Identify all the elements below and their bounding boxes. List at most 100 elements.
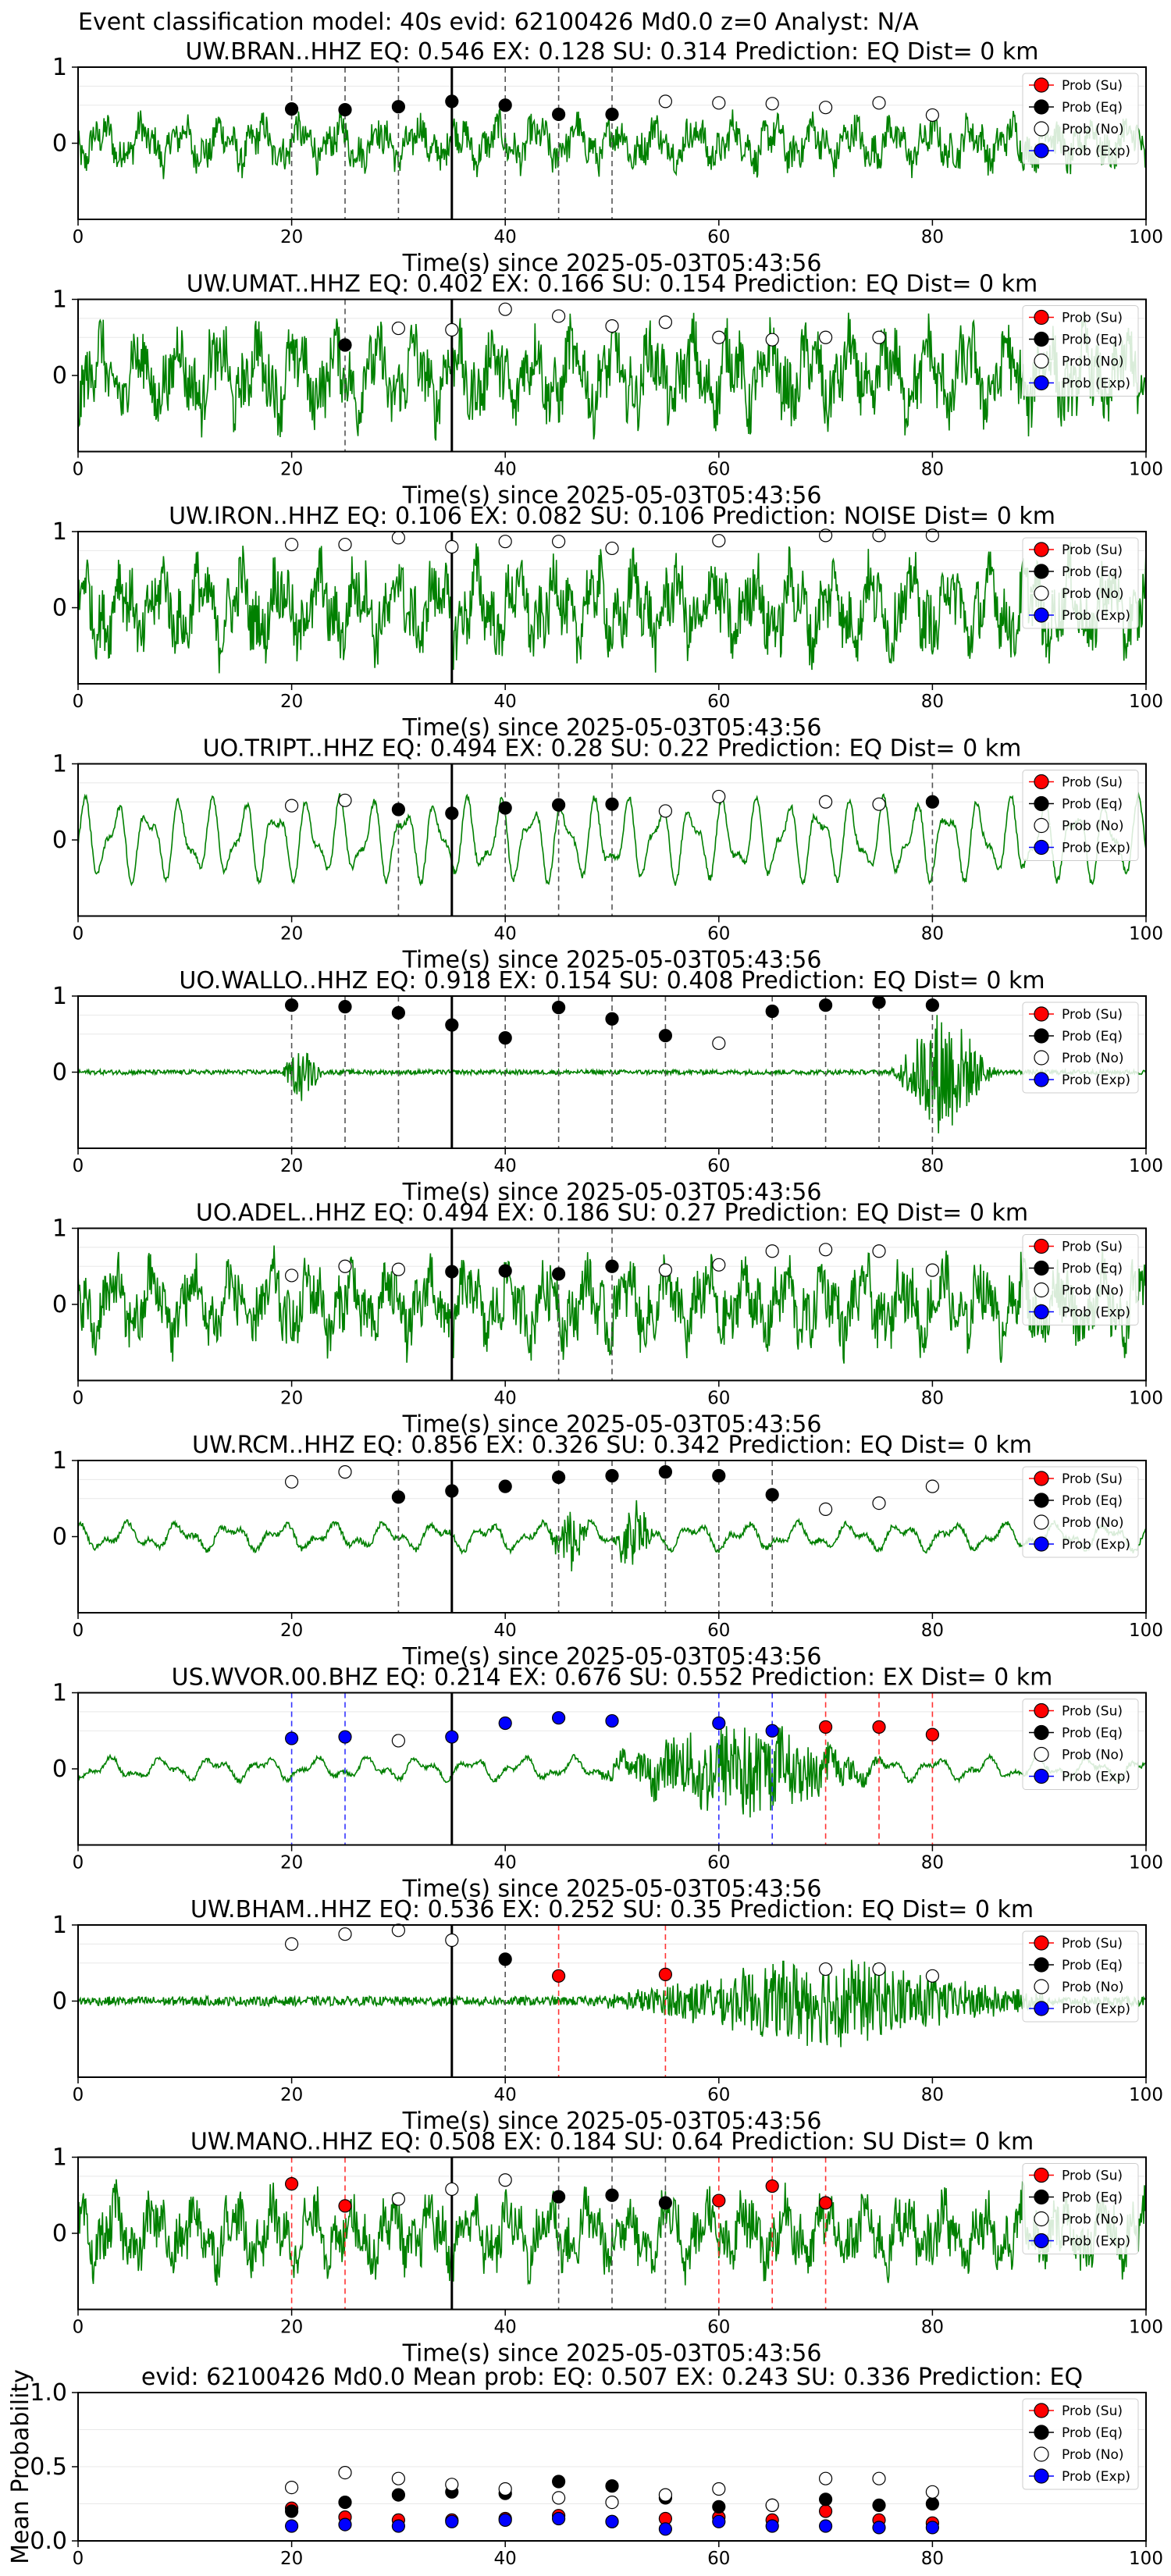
legend-box [1022,770,1139,861]
legend-label: Prob (Su) [1062,2403,1123,2419]
x-tick-label: 100 [1129,2085,1163,2105]
legend-marker-su [1034,1238,1049,1254]
x-tick-label: 20 [280,227,303,247]
prob-point-no [712,96,726,110]
chart-title: UW.MANO..HHZ EQ: 0.508 EX: 0.184 SU: 0.6… [190,2129,1034,2156]
prob-point-eq [551,1001,566,1015]
prob-point-no [818,101,833,115]
prob-point-no [872,1496,886,1510]
legend-label: Prob (Su) [1062,78,1123,94]
legend-label: Prob (No) [1062,819,1124,834]
prob-point-exp [498,1716,512,1731]
legend-label: Prob (Eq) [1062,1493,1123,1509]
chart-panel-6: UO.ADEL..HHZ EQ: 0.494 EX: 0.186 SU: 0.2… [52,1200,1163,1439]
prob-point-eq [658,1029,673,1043]
x-tick-label: 40 [494,1156,517,1176]
legend-box [1022,1930,1139,2023]
prob-point-no [658,94,673,109]
x-tick-label: 20 [280,2085,303,2105]
prob-point-eq [551,1470,566,1485]
legend-marker-no [1034,2446,1049,2462]
prob-point-no [605,541,619,556]
prob-point-su [658,1967,673,1981]
prob-point-no [872,1962,886,1976]
x-tick-label: 60 [707,2549,730,2569]
prob-point-su [818,2196,833,2210]
legend-marker-su [1034,1471,1049,1486]
prob-point-eq [765,1004,779,1019]
prob-point-exp [338,1730,352,1744]
prob-point-no [765,97,779,111]
x-tick-label: 60 [707,2085,730,2105]
prob-point-no [285,799,299,813]
prob-point-no [391,1923,405,1937]
x-tick-label: 80 [921,924,944,945]
legend-marker-no [1034,1746,1049,1763]
x-tick-label: 60 [707,1853,730,1873]
legend-marker-eq [1034,2189,1049,2205]
prob-point-no [818,1962,833,1976]
mean-point-no [498,2482,512,2496]
chart-title: evid: 62100426 Md0.0 Mean prob: EQ: 0.50… [141,2364,1083,2391]
y-tick-label: 1 [52,751,67,778]
prob-point-su [872,1720,886,1734]
legend-marker-su [1034,309,1049,326]
legend-marker-exp [1034,1768,1049,1784]
prob-point-eq [498,1952,512,1966]
prob-point-no [872,1244,886,1258]
y-tick-label: 0.5 [30,2453,67,2481]
chart-title: UW.BHAM..HHZ EQ: 0.536 EX: 0.252 SU: 0.3… [190,1896,1034,1923]
prob-point-no [551,309,566,323]
x-tick-label: 60 [707,1621,730,1641]
mean-point-eq [391,2488,405,2502]
prob-point-no [285,1475,299,1489]
chart-panel-1: UW.BRAN..HHZ EQ: 0.546 EX: 0.128 SU: 0.3… [52,38,1163,277]
legend-label: Prob (Exp) [1062,1770,1130,1785]
legend-label: Prob (Su) [1062,2169,1123,2184]
prob-point-su [338,2199,352,2213]
legend-box [1022,1466,1139,1558]
x-tick-label: 60 [707,1156,730,1176]
mean-point-eq [551,2475,566,2489]
x-tick-label: 40 [494,1853,517,1873]
prob-point-exp [285,1731,299,1745]
x-tick-label: 80 [921,460,944,480]
x-tick-label: 100 [1129,1389,1163,1409]
prob-point-su [818,1720,833,1734]
y-tick-label: 1 [52,1447,67,1475]
prob-point-no [605,319,619,333]
prob-point-no [712,1036,726,1051]
prob-point-eq [551,107,566,122]
legend-label: Prob (No) [1062,1051,1124,1066]
prob-point-exp [765,1724,779,1738]
x-tick-label: 40 [494,2085,517,2105]
prob-point-eq [445,806,459,820]
prob-point-eq [285,998,299,1012]
prob-point-no [338,793,352,807]
x-axis-label: Time(s) since 2025-05-03T05:43:56 [402,1411,822,1439]
prob-point-no [818,795,833,809]
prob-point-no [658,804,673,818]
x-axis-label: Time(s) since 2025-05-03T05:43:56 [402,250,822,277]
y-tick-label: 0.0 [30,2528,67,2555]
mean-point-eq [338,2496,352,2510]
legend-marker-exp [1034,839,1049,856]
prob-point-exp [605,1713,619,1728]
chart-panel-10: UW.MANO..HHZ EQ: 0.508 EX: 0.184 SU: 0.6… [52,2129,1163,2368]
mean-point-eq [712,2500,726,2514]
legend-marker-eq [1034,795,1049,812]
mean-point-no [551,2491,566,2505]
mean-point-no [658,2488,673,2502]
x-tick-label: 60 [707,460,730,480]
x-axis-label: Time(s) since 2025-05-03T05:43:56 [402,1179,822,1206]
y-axis-label: Mean Probability [7,2369,34,2564]
y-tick-label: 1.0 [30,2379,67,2407]
chart-panel-7: UW.RCM..HHZ EQ: 0.856 EX: 0.326 SU: 0.34… [52,1432,1163,1670]
x-tick-label: 0 [73,2318,84,2338]
legend-marker-eq [1034,1957,1049,1973]
prob-point-eq [605,1259,619,1273]
legend-marker-no [1034,1514,1049,1530]
mean-point-exp [925,2521,940,2535]
legend-box [1022,73,1139,165]
x-tick-label: 80 [921,1853,944,1873]
